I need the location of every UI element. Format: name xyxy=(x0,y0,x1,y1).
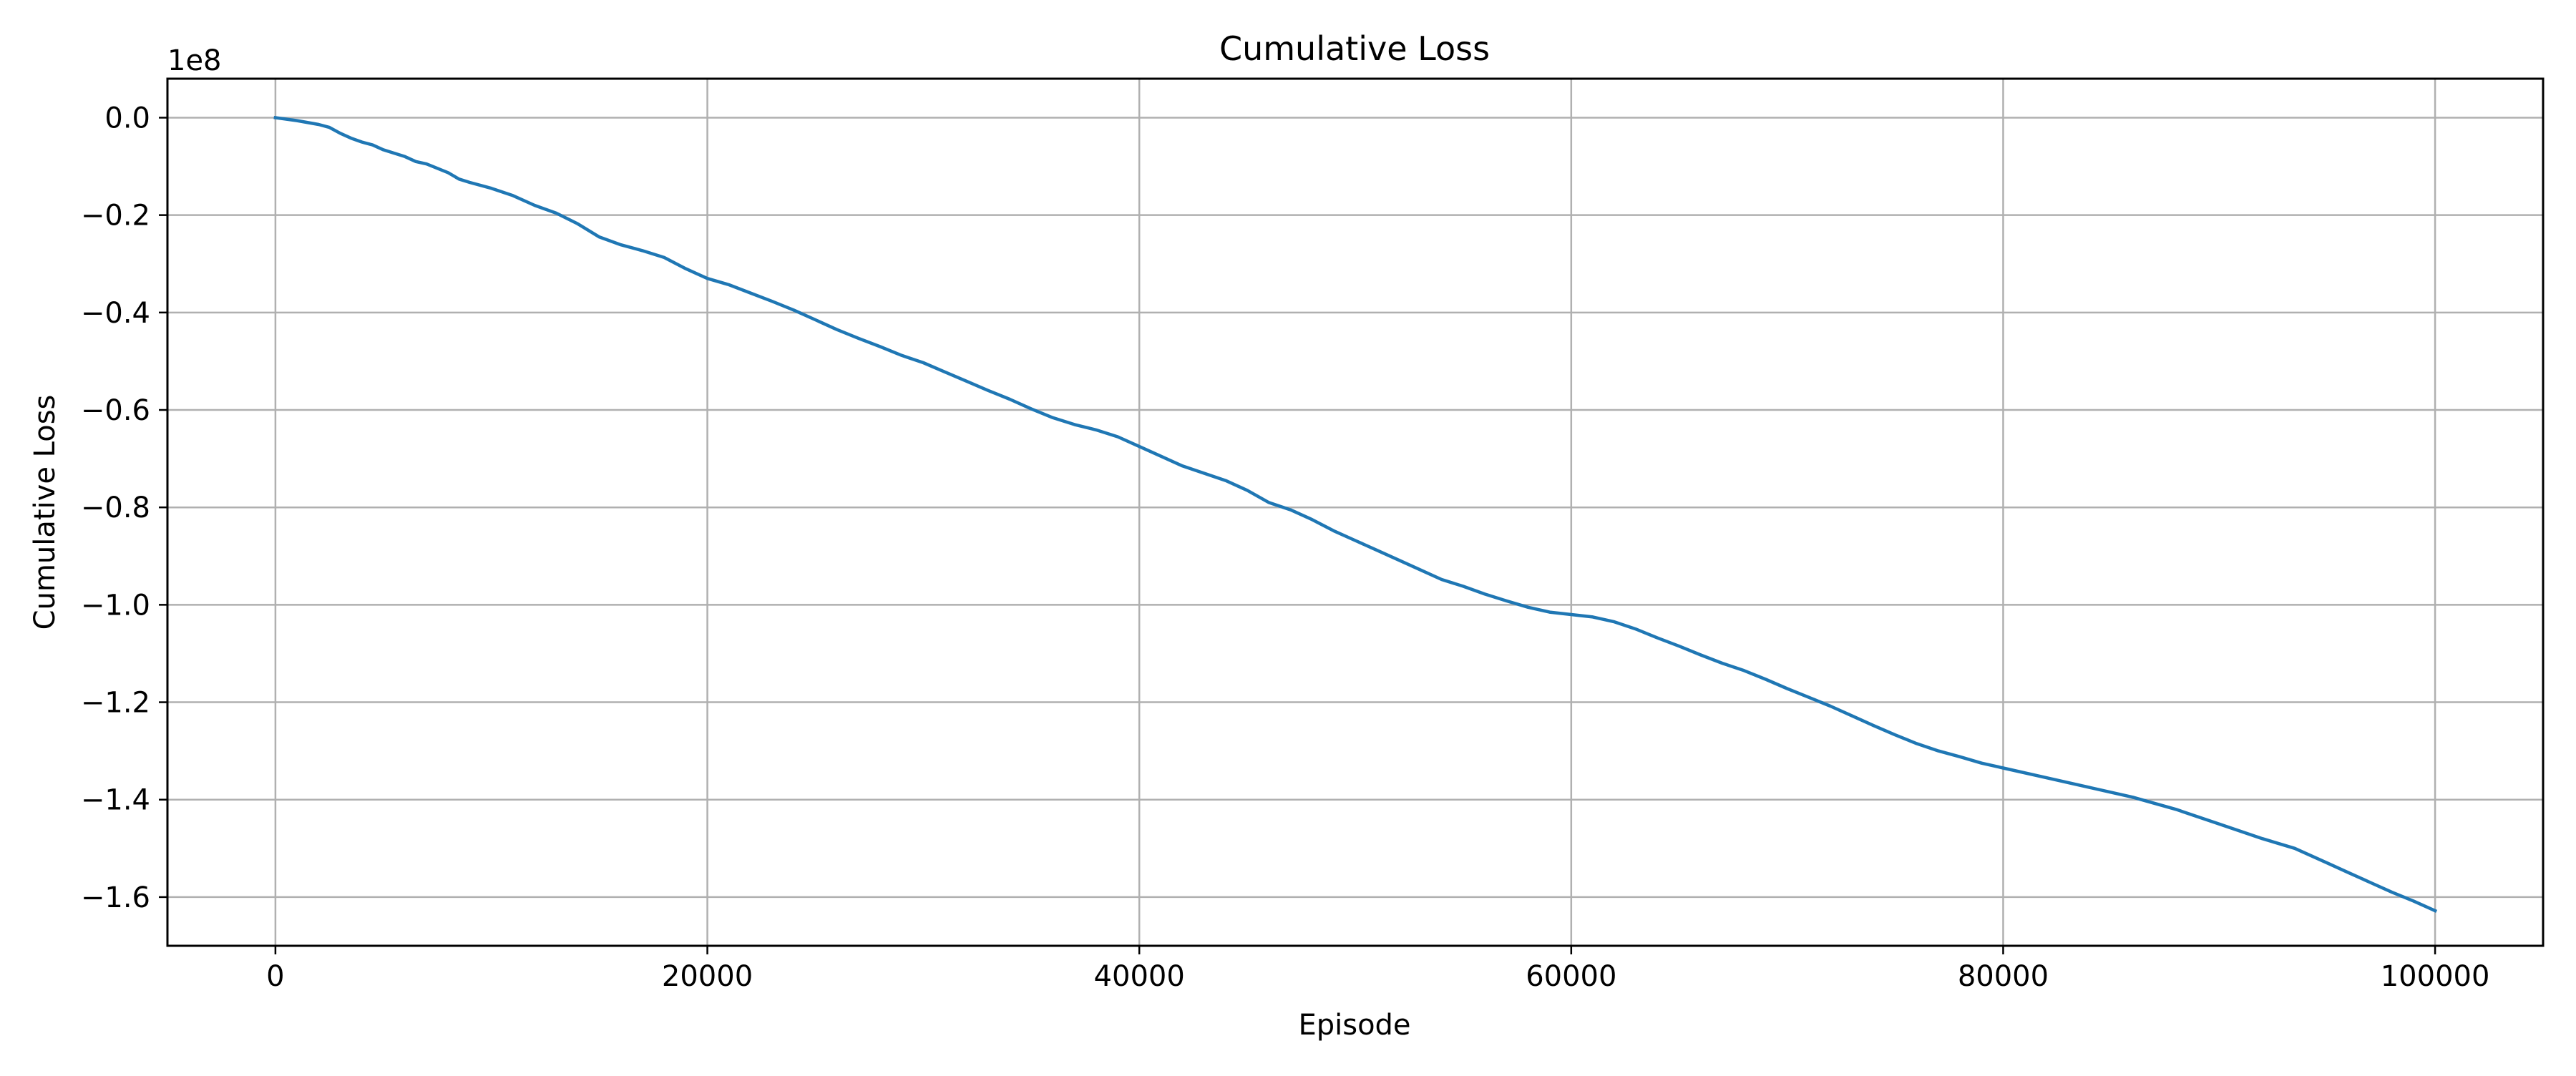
y-tick-label: −0.2 xyxy=(81,200,150,233)
x-tick-label: 40000 xyxy=(1094,960,1185,993)
x-tick-label: 0 xyxy=(266,960,284,993)
y-axis-label: Cumulative Loss xyxy=(29,395,62,630)
series-layer xyxy=(273,115,2438,913)
y-tick-label: −0.4 xyxy=(81,297,150,330)
y-tick-label: −0.8 xyxy=(81,491,150,524)
plot-frame xyxy=(166,77,2545,947)
y-tick-label: −1.4 xyxy=(81,784,150,817)
y-tick-label: −0.6 xyxy=(81,394,150,427)
y-tick-label: −1.2 xyxy=(81,687,150,720)
y-tick-label: −1.0 xyxy=(81,589,150,622)
y-offset-label: 1e8 xyxy=(167,44,222,77)
grid-layer xyxy=(167,79,2543,946)
x-tick-label: 80000 xyxy=(1958,960,2049,993)
y-tick-label: −1.6 xyxy=(81,881,150,914)
x-tick-label: 20000 xyxy=(662,960,753,993)
x-axis-label: Episode xyxy=(1298,1009,1410,1042)
x-tick-label: 60000 xyxy=(1526,960,1616,993)
x-tick-label: 100000 xyxy=(2381,960,2490,993)
chart-title: Cumulative Loss xyxy=(1219,29,1490,68)
ticks-layer: 0 20000 40000 60000 80000 100000 0.0 −0.2 −0.4 −0… xyxy=(81,102,2490,993)
series-line-0 xyxy=(273,115,2438,913)
y-tick-label: 0.0 xyxy=(104,102,150,134)
